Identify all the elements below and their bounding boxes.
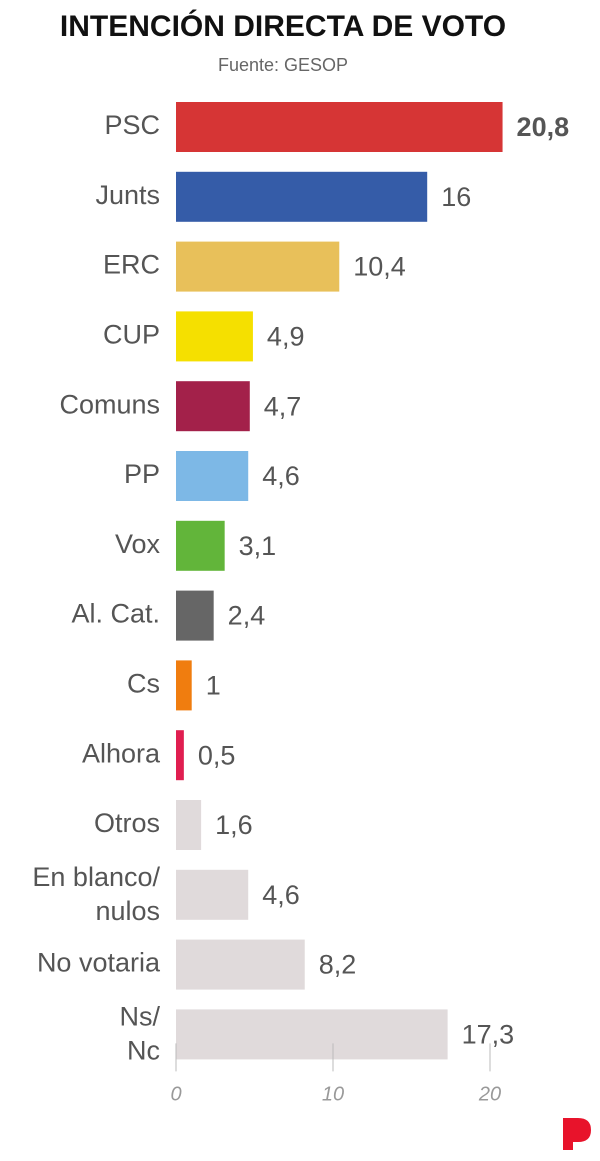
category-label: Cs	[127, 669, 160, 699]
value-label: 4,6	[262, 880, 300, 910]
value-label: 2,4	[228, 601, 266, 631]
value-label: 4,6	[262, 461, 300, 491]
value-label: 20,8	[517, 112, 570, 142]
bar	[176, 102, 503, 152]
bar	[176, 939, 305, 990]
bar	[176, 311, 253, 362]
category-label: Comuns	[59, 389, 160, 419]
category-label: CUP	[103, 320, 160, 350]
category-label: No votaria	[37, 948, 161, 978]
value-label: 10,4	[353, 252, 406, 282]
chart-subtitle: Fuente: GESOP	[218, 55, 348, 75]
bar	[176, 520, 225, 571]
bar	[176, 451, 249, 501]
category-label: Ns/Nc	[120, 1002, 161, 1066]
category-label: Junts	[95, 180, 160, 210]
value-label: 4,9	[267, 322, 305, 352]
bar	[176, 241, 340, 292]
value-label: 8,2	[319, 950, 357, 980]
x-tick-label: 20	[478, 1084, 501, 1106]
value-label: 16	[441, 182, 471, 212]
logo	[563, 1118, 591, 1150]
category-label: Al. Cat.	[71, 599, 160, 629]
value-label: 3,1	[239, 531, 277, 561]
value-label: 0,5	[198, 740, 236, 770]
category-label: Vox	[115, 529, 161, 559]
bar	[176, 1009, 448, 1060]
x-tick-label: 10	[322, 1084, 344, 1106]
bar	[176, 800, 202, 850]
value-label: 17,3	[462, 1020, 515, 1050]
logo-shape	[563, 1118, 591, 1150]
value-label: 4,7	[264, 391, 302, 421]
bar	[176, 590, 214, 641]
x-tick-label: 0	[170, 1084, 181, 1106]
bar	[176, 171, 428, 222]
value-label: 1,6	[215, 810, 253, 840]
category-label: En blanco/nulos	[32, 862, 160, 926]
category-label: Otros	[94, 808, 160, 838]
category-label: PSC	[104, 110, 160, 140]
bar	[176, 869, 249, 920]
bar	[176, 660, 192, 711]
bar	[176, 381, 250, 432]
category-label: PP	[124, 459, 160, 489]
category-label: Alhora	[82, 738, 161, 768]
value-label: 1	[206, 671, 221, 701]
chart-title: INTENCIÓN DIRECTA DE VOTO	[60, 9, 506, 43]
category-label: ERC	[103, 250, 160, 280]
bar	[176, 730, 184, 781]
